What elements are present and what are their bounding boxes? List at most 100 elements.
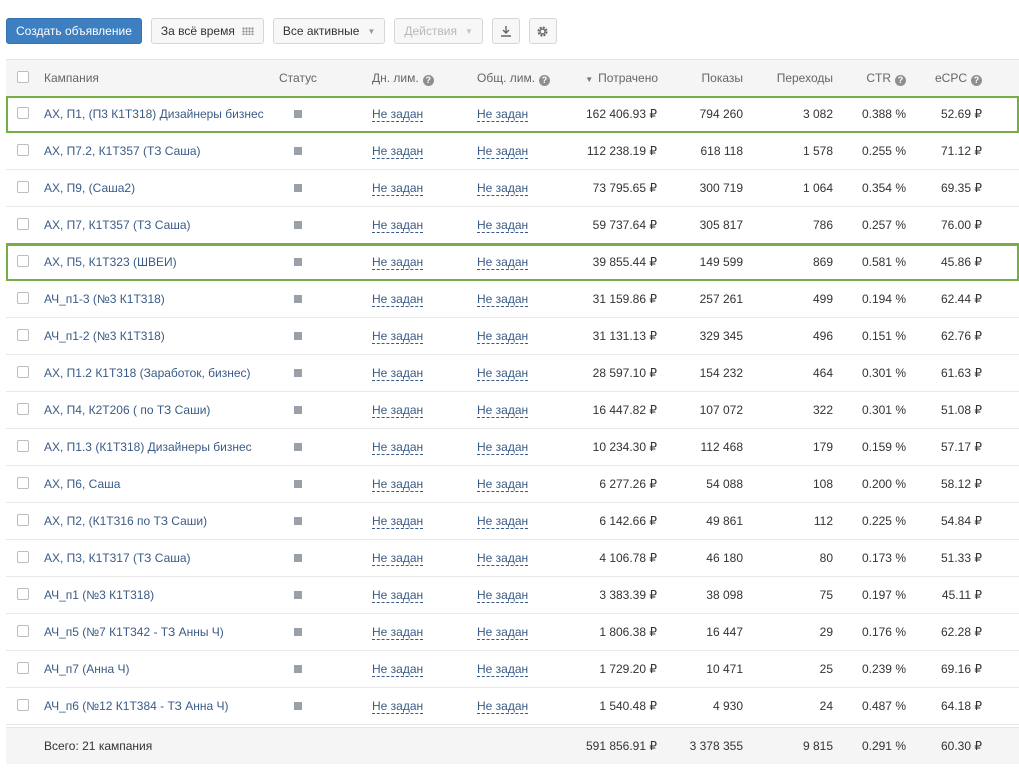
col-spent[interactable]: ▼ Потрачено [585,60,658,96]
total-limit-link[interactable]: Не задан [477,292,529,307]
col-status[interactable]: Статус [279,71,317,85]
status-stopped-icon[interactable] [294,147,302,155]
daily-limit-link[interactable]: Не задан [372,477,424,492]
row-checkbox[interactable] [17,588,29,600]
campaign-name-link[interactable]: АЧ_п6 (№12 К1Т384 - ТЗ Анна Ч) [44,699,229,713]
daily-limit-link[interactable]: Не задан [372,255,424,270]
campaign-name-link[interactable]: АЧ_п1-2 (№3 К1Т318) [44,329,165,343]
daily-limit-link[interactable]: Не задан [372,181,424,196]
col-campaign[interactable]: Кампания [44,71,99,85]
row-checkbox[interactable] [17,403,29,415]
campaign-name-link[interactable]: АХ, П5, К1Т323 (ШВЕИ) [44,255,177,269]
campaign-name-link[interactable]: АХ, П7.2, К1Т357 (ТЗ Саша) [44,144,201,158]
total-limit-link[interactable]: Не задан [477,329,529,344]
total-limit-link[interactable]: Не задан [477,440,529,455]
total-limit-link[interactable]: Не задан [477,218,529,233]
campaign-name-link[interactable]: АХ, П7, К1Т357 (ТЗ Саша) [44,218,191,232]
table-row[interactable]: АХ, П3, К1Т317 (ТЗ Саша) Не задан Не задан… [6,540,1019,577]
campaign-name-link[interactable]: АЧ_п5 (№7 К1Т342 - ТЗ Анны Ч) [44,625,224,639]
table-row[interactable]: АЧ_п7 (Анна Ч) Не задан Не задан 1 729.20 ₽… [6,651,1019,688]
row-checkbox[interactable] [17,514,29,526]
daily-limit-link[interactable]: Не задан [372,662,424,677]
table-row[interactable]: АЧ_п6 (№12 К1Т384 - ТЗ Анна Ч) Не задан Не… [6,688,1019,725]
col-total-limit[interactable]: Общ. лим.? [477,60,551,96]
total-limit-link[interactable]: Не задан [477,366,529,381]
filter-dropdown[interactable]: Все активные ▼ [272,18,386,44]
table-row[interactable]: АХ, П9, (Саша2) Не задан Не задан 73 795.65… [6,170,1019,207]
daily-limit-link[interactable]: Не задан [372,625,424,640]
total-limit-link[interactable]: Не задан [477,662,529,677]
row-checkbox[interactable] [17,662,29,674]
daily-limit-link[interactable]: Не задан [372,366,424,381]
col-views[interactable]: Показы [701,71,743,85]
row-checkbox[interactable] [17,477,29,489]
actions-dropdown[interactable]: Действия ▼ [394,18,483,44]
row-checkbox[interactable] [17,699,29,711]
total-limit-link[interactable]: Не задан [477,107,529,122]
row-checkbox[interactable] [17,144,29,156]
col-clicks[interactable]: Переходы [776,71,833,85]
status-stopped-icon[interactable] [294,554,302,562]
daily-limit-link[interactable]: Не задан [372,292,424,307]
table-row[interactable]: АЧ_п1-2 (№3 К1Т318) Не задан Не задан 31 13… [6,318,1019,355]
status-stopped-icon[interactable] [294,258,302,266]
col-ecpc[interactable]: eCPC? [935,60,982,96]
table-row[interactable]: АХ, П6, Саша Не задан Не задан 6 277.26 ₽ 54… [6,466,1019,503]
daily-limit-link[interactable]: Не задан [372,144,424,159]
status-stopped-icon[interactable] [294,665,302,673]
total-limit-link[interactable]: Не задан [477,514,529,529]
campaign-name-link[interactable]: АХ, П6, Саша [44,477,121,491]
daily-limit-link[interactable]: Не задан [372,329,424,344]
campaign-name-link[interactable]: АЧ_п7 (Анна Ч) [44,662,130,676]
campaign-name-link[interactable]: АХ, П1.3 (К1Т318) Дизайнеры бизнес [44,440,252,454]
campaign-name-link[interactable]: АХ, П1.2 К1Т318 (Заработок, бизнес) [44,366,251,380]
period-button[interactable]: За всё время [150,18,264,44]
total-limit-link[interactable]: Не задан [477,403,529,418]
table-row[interactable]: АХ, П1.3 (К1Т318) Дизайнеры бизнес Не зад… [6,429,1019,466]
campaign-name-link[interactable]: АХ, П9, (Саша2) [44,181,136,195]
status-stopped-icon[interactable] [294,480,302,488]
daily-limit-link[interactable]: Не задан [372,403,424,418]
row-checkbox[interactable] [17,218,29,230]
row-checkbox[interactable] [17,625,29,637]
status-stopped-icon[interactable] [294,110,302,118]
total-limit-link[interactable]: Не задан [477,625,529,640]
row-checkbox[interactable] [17,366,29,378]
status-stopped-icon[interactable] [294,406,302,414]
status-stopped-icon[interactable] [294,295,302,303]
status-stopped-icon[interactable] [294,369,302,377]
campaign-name-link[interactable]: АХ, П3, К1Т317 (ТЗ Саша) [44,551,191,565]
table-row[interactable]: АЧ_п5 (№7 К1Т342 - ТЗ Анны Ч) Не задан Не … [6,614,1019,651]
table-row[interactable]: АХ, П1, (П3 К1Т318) Дизайнеры бизнес Не з… [6,96,1019,134]
table-row[interactable]: АХ, П2, (К1Т316 по ТЗ Саши) Не задан Не за… [6,503,1019,540]
total-limit-link[interactable]: Не задан [477,588,529,603]
settings-button[interactable] [528,18,557,44]
table-row[interactable]: АХ, П7.2, К1Т357 (ТЗ Саша) Не задан Не зад… [6,133,1019,170]
total-limit-link[interactable]: Не задан [477,477,529,492]
table-row[interactable]: АХ, П4, К2Т206 ( по ТЗ Саши) Не задан Не з… [6,392,1019,429]
total-limit-link[interactable]: Не задан [477,699,529,714]
row-checkbox[interactable] [17,181,29,193]
table-row[interactable]: АХ, П5, К1Т323 (ШВЕИ) Не задан Не задан 39 … [6,243,1019,282]
daily-limit-link[interactable]: Не задан [372,218,424,233]
total-limit-link[interactable]: Не задан [477,181,529,196]
col-ctr[interactable]: CTR? [866,60,906,96]
daily-limit-link[interactable]: Не задан [372,699,424,714]
create-ad-button[interactable]: Создать объявление [6,18,142,44]
status-stopped-icon[interactable] [294,184,302,192]
table-row[interactable]: АХ, П1.2 К1Т318 (Заработок, бизнес) Не за… [6,355,1019,392]
table-row[interactable]: АХ, П8, К2Т237 (По ТЗ А.Храмов)Не заданН… [6,725,1019,727]
status-stopped-icon[interactable] [294,628,302,636]
row-checkbox[interactable] [17,292,29,304]
status-stopped-icon[interactable] [294,332,302,340]
daily-limit-link[interactable]: Не задан [372,440,424,455]
daily-limit-link[interactable]: Не задан [372,588,424,603]
row-checkbox[interactable] [17,255,29,267]
daily-limit-link[interactable]: Не задан [372,107,424,122]
daily-limit-link[interactable]: Не задан [372,514,424,529]
campaign-name-link[interactable]: АХ, П2, (К1Т316 по ТЗ Саши) [44,514,208,528]
row-checkbox[interactable] [17,440,29,452]
col-daily-limit[interactable]: Дн. лим.? [372,60,434,96]
campaign-name-link[interactable]: АХ, П4, К2Т206 ( по ТЗ Саши) [44,403,211,417]
campaign-name-link[interactable]: АХ, П1, (П3 К1Т318) Дизайнеры бизнес [44,107,264,121]
